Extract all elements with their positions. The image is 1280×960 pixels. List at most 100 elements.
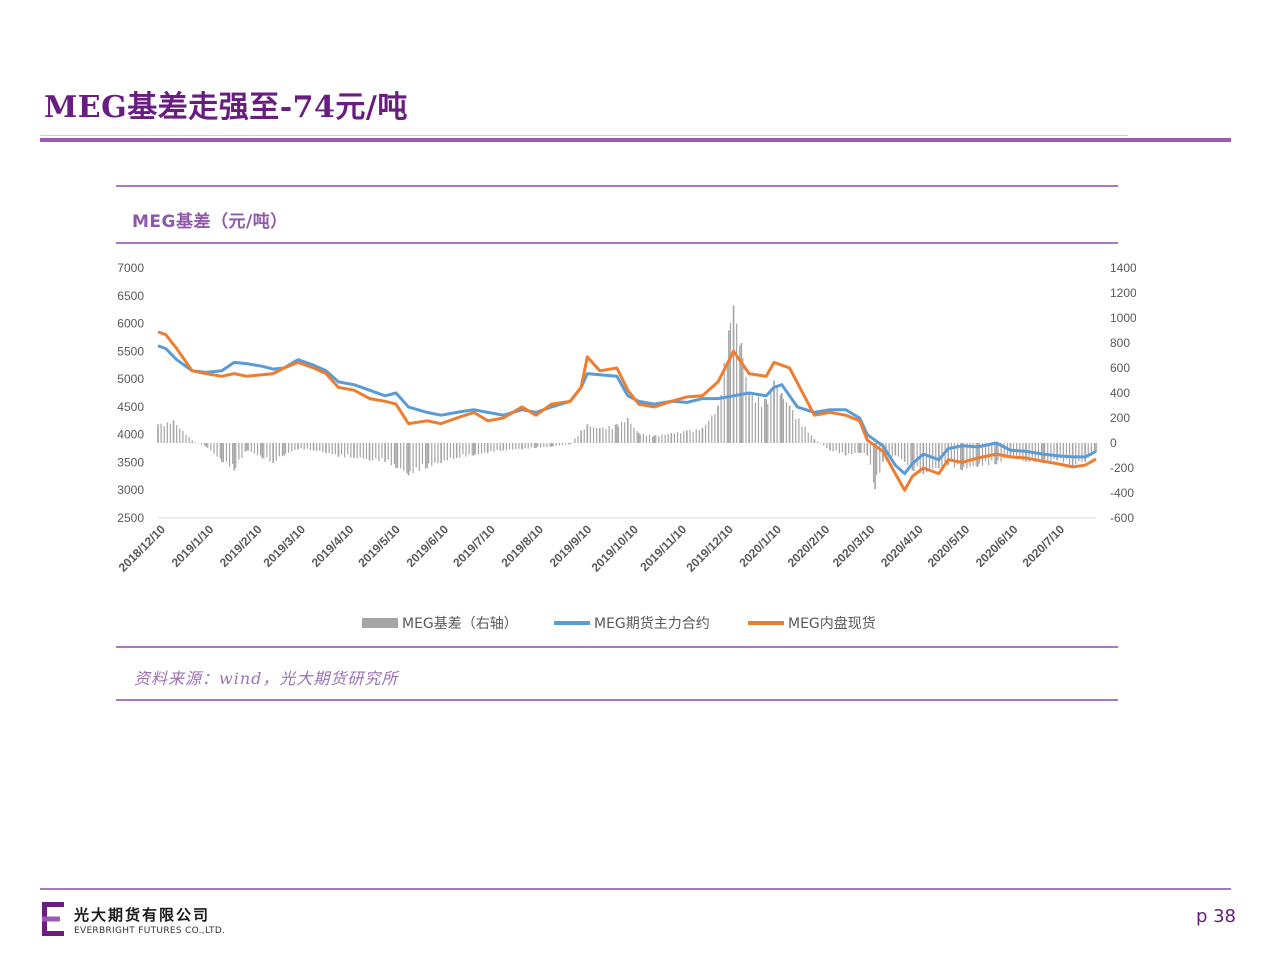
basis-bar bbox=[381, 443, 383, 458]
basis-bar bbox=[540, 443, 542, 448]
left-axis-tick-label: 6000 bbox=[117, 317, 144, 331]
basis-bar bbox=[191, 440, 194, 443]
basis-bar bbox=[204, 443, 206, 446]
basis-bar bbox=[661, 434, 663, 443]
x-axis-tick-label: 2019/5/10 bbox=[355, 522, 403, 570]
basis-bar bbox=[474, 443, 476, 455]
basis-bar bbox=[813, 439, 816, 443]
basis-bar bbox=[232, 443, 234, 464]
basis-bar bbox=[598, 428, 601, 443]
basis-bar bbox=[577, 436, 579, 443]
basis-bar bbox=[683, 431, 685, 443]
basis-bar bbox=[773, 380, 775, 443]
basis-bar bbox=[616, 424, 618, 443]
basis-bar bbox=[241, 443, 243, 458]
right-axis-tick-label: 1400 bbox=[1110, 261, 1136, 275]
basis-bar bbox=[1087, 443, 1089, 458]
basis-bar bbox=[969, 443, 971, 467]
basis-bar bbox=[804, 426, 806, 443]
basis-bar bbox=[658, 435, 660, 443]
basis-bar bbox=[863, 443, 865, 454]
basis-bar bbox=[530, 443, 532, 448]
basis-bar bbox=[626, 418, 629, 443]
basis-bar bbox=[754, 402, 756, 443]
basis-bar bbox=[406, 443, 408, 474]
left-axis-tick-label: 5000 bbox=[117, 372, 144, 386]
basis-bar bbox=[583, 429, 585, 443]
right-axis-tick-label: 1000 bbox=[1110, 311, 1136, 325]
basis-bar bbox=[903, 443, 906, 462]
basis-bar bbox=[225, 443, 228, 462]
basis-bar bbox=[708, 420, 710, 443]
basis-bar bbox=[200, 443, 203, 445]
basis-bar bbox=[253, 443, 256, 454]
basis-bar bbox=[446, 443, 448, 461]
basis-bar bbox=[780, 393, 783, 443]
basis-bar bbox=[518, 443, 520, 449]
basis-bar bbox=[535, 443, 537, 448]
basis-bar bbox=[233, 443, 236, 471]
basis-bar bbox=[966, 443, 968, 469]
basis-bar bbox=[210, 443, 212, 451]
basis-bar bbox=[1068, 443, 1071, 465]
basis-bar bbox=[714, 414, 716, 443]
basis-bar bbox=[742, 358, 744, 443]
basis-bar bbox=[443, 443, 445, 461]
basis-bar bbox=[396, 443, 399, 469]
basis-bar bbox=[197, 443, 200, 444]
basis-bar bbox=[375, 443, 377, 459]
basis-bar bbox=[642, 433, 644, 443]
basis-bar bbox=[624, 422, 626, 443]
x-axis-tick-label: 2019/7/10 bbox=[450, 522, 498, 570]
basis-bar bbox=[788, 405, 791, 443]
left-axis-tick-label: 6500 bbox=[117, 289, 144, 303]
basis-bar bbox=[838, 443, 840, 454]
basis-bar bbox=[611, 429, 613, 443]
basis-bar bbox=[546, 443, 548, 448]
basis-bar bbox=[963, 443, 965, 467]
basis-bar bbox=[571, 442, 573, 443]
basis-bar bbox=[938, 443, 940, 468]
basis-bar bbox=[767, 403, 769, 443]
basis-bar bbox=[826, 443, 828, 449]
basis-bar bbox=[362, 443, 364, 459]
basis-bar bbox=[247, 443, 249, 451]
basis-bar bbox=[440, 443, 442, 463]
basis-bar bbox=[795, 418, 797, 443]
basis-bar bbox=[272, 443, 274, 463]
basis-bar bbox=[976, 443, 979, 467]
basis-bar bbox=[1053, 443, 1055, 459]
basis-bar bbox=[344, 443, 346, 458]
basis-bar bbox=[605, 429, 607, 443]
basis-bar bbox=[652, 436, 654, 443]
basis-bar bbox=[848, 443, 850, 454]
basis-bar bbox=[888, 443, 890, 457]
basis-bar bbox=[353, 443, 355, 458]
basis-bar bbox=[1047, 443, 1049, 461]
basis-bar bbox=[261, 443, 264, 458]
basis-bar bbox=[1078, 443, 1080, 462]
basis-bar bbox=[907, 443, 909, 466]
basis-bar bbox=[723, 362, 725, 443]
basis-bar bbox=[816, 441, 819, 443]
basis-bar bbox=[505, 443, 508, 451]
basis-bar bbox=[910, 443, 912, 464]
futures-line bbox=[157, 344, 1097, 476]
basis-bar bbox=[984, 443, 987, 462]
right-axis-tick-label: -400 bbox=[1110, 486, 1134, 500]
basis-bar bbox=[1084, 443, 1086, 462]
basis-bar bbox=[356, 443, 358, 459]
right-axis-tick-label: -200 bbox=[1110, 461, 1134, 475]
basis-bar bbox=[502, 443, 505, 451]
basis-bar bbox=[169, 423, 172, 443]
basis-bar bbox=[717, 405, 719, 443]
basis-bar bbox=[316, 443, 318, 452]
legend-label: MEG期货主力合约 bbox=[594, 615, 710, 632]
basis-bar bbox=[471, 443, 473, 456]
basis-bar bbox=[490, 443, 492, 452]
basis-bar bbox=[328, 443, 330, 454]
basis-bar bbox=[981, 443, 984, 466]
x-axis-tick-label: 2019/10/10 bbox=[589, 522, 642, 575]
basis-bar bbox=[163, 426, 165, 443]
basis-bar bbox=[972, 443, 974, 466]
